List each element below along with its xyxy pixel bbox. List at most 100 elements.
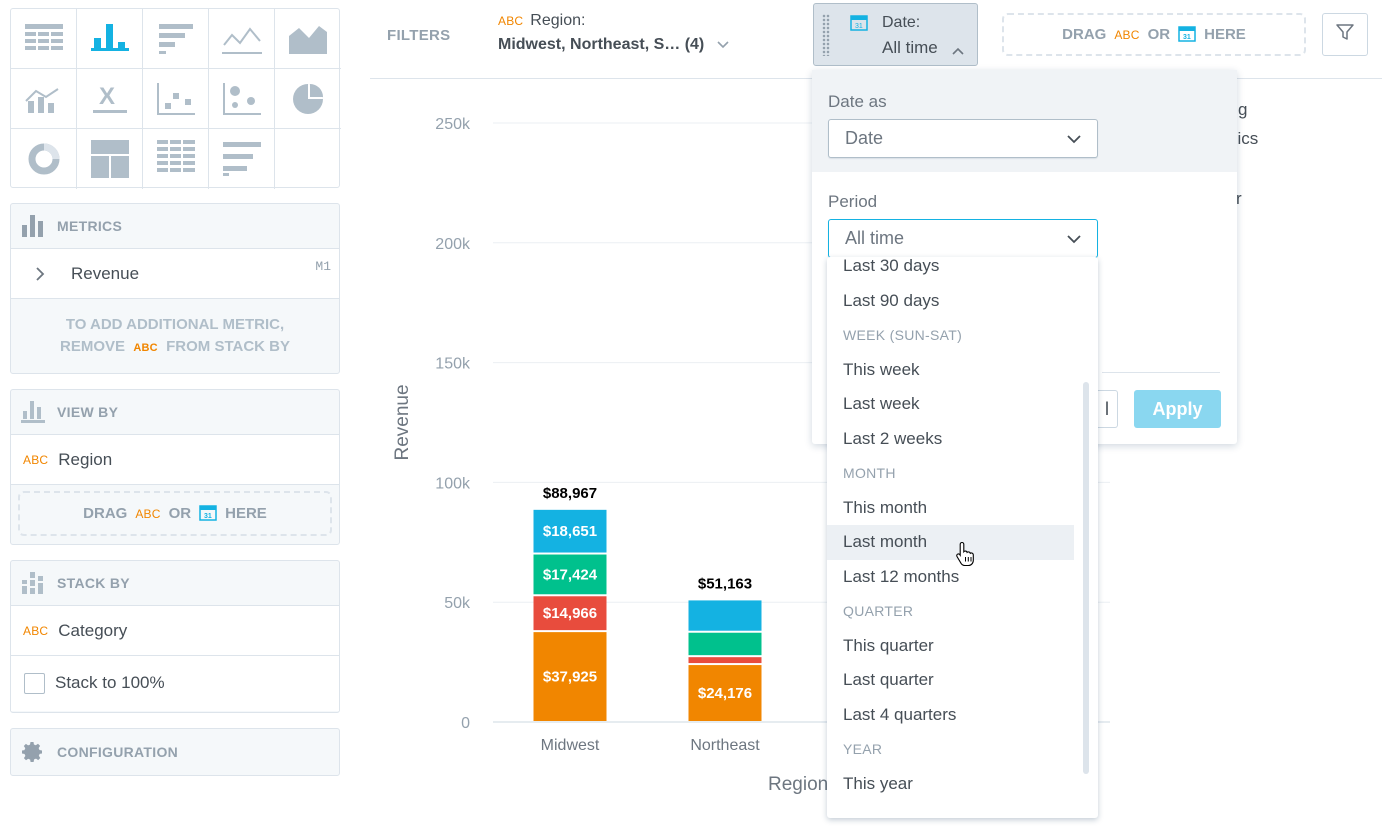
- period-value: All time: [845, 228, 905, 248]
- date-as-select[interactable]: Date: [828, 119, 1098, 158]
- viz-headline-icon[interactable]: X: [77, 69, 143, 129]
- viz-bar-icon[interactable]: [143, 9, 209, 69]
- period-group-header: YEAR: [843, 741, 883, 758]
- y-tick-label: 200k: [435, 236, 471, 253]
- y-tick-label: 150k: [435, 356, 471, 373]
- bar-total-label: $51,163: [698, 575, 752, 592]
- metrics-title: METRICS: [57, 218, 123, 234]
- date-filter-value: All time: [882, 38, 938, 57]
- legend-fragment: g: [1238, 100, 1248, 119]
- period-option[interactable]: This month: [843, 497, 928, 517]
- abc-attribute-icon: ABC: [135, 506, 161, 521]
- period-option[interactable]: Last 4 quarters: [843, 704, 957, 724]
- divider: [1102, 372, 1220, 373]
- period-option[interactable]: Last 2 weeks: [843, 428, 943, 448]
- bar-data-label: $37,925: [543, 669, 597, 686]
- viz-line-icon[interactable]: [209, 9, 275, 69]
- filter-dropzone[interactable]: DRAG ABC OR 31 HERE: [1002, 13, 1306, 56]
- region-filter-button[interactable]: ABC Region: Midwest, Northeast, S… (4): [498, 12, 729, 54]
- abc-attribute-icon: ABC: [498, 14, 524, 28]
- svg-text:X: X: [99, 84, 115, 110]
- period-select[interactable]: All time: [828, 219, 1098, 258]
- configuration-section[interactable]: CONFIGURATION: [10, 728, 340, 776]
- viz-heatmap-icon[interactable]: [143, 129, 209, 189]
- left-panel: X METRICS: [0, 0, 350, 827]
- bar-data-label: $24,176: [698, 685, 752, 702]
- viz-bubble-icon[interactable]: [209, 69, 275, 129]
- viz-combo-icon[interactable]: [11, 69, 77, 129]
- view-by-icon: [21, 400, 45, 424]
- bar-segment[interactable]: [688, 600, 762, 631]
- metric-item-revenue[interactable]: Revenue M1: [11, 248, 339, 299]
- bar-segment[interactable]: [533, 632, 607, 721]
- period-option[interactable]: Last week: [843, 394, 920, 414]
- date-filter-title: Date:: [882, 14, 921, 31]
- drag-handle-icon[interactable]: [822, 14, 830, 56]
- metrics-section: METRICS Revenue M1 TO ADD ADDITIONAL MET…: [10, 203, 340, 374]
- chevron-up-icon: [952, 42, 964, 60]
- viz-area-icon[interactable]: [275, 9, 341, 69]
- chevron-down-icon: [1067, 128, 1081, 149]
- y-tick-label: 100k: [435, 475, 471, 492]
- viz-treemap-icon[interactable]: [77, 129, 143, 189]
- region-filter-value: Midwest, Northeast, S… (4): [498, 36, 705, 54]
- apply-button[interactable]: Apply: [1134, 390, 1221, 428]
- date-filter-button[interactable]: 31 Date: All time: [813, 3, 978, 66]
- stack-by-title: STACK BY: [57, 575, 130, 591]
- period-option[interactable]: Last month: [827, 525, 1074, 560]
- bar-total-label: $88,967: [543, 485, 597, 502]
- region-filter-title: Region:: [530, 12, 586, 29]
- stack-by-section: STACK BY ABC Category Stack to 100%: [10, 560, 340, 713]
- view-by-item-region[interactable]: ABC Region: [11, 434, 339, 485]
- viz-scatter-icon[interactable]: [143, 69, 209, 129]
- viz-column-icon[interactable]: [77, 9, 143, 69]
- view-by-title: VIEW BY: [57, 404, 119, 420]
- bar-segment[interactable]: [533, 596, 607, 631]
- bar-data-label: $18,651: [543, 523, 597, 540]
- chevron-right-icon[interactable]: [35, 266, 55, 281]
- view-by-dropzone[interactable]: DRAG ABC OR 31 HERE: [18, 491, 332, 536]
- scrollbar[interactable]: [1083, 382, 1089, 774]
- y-tick-label: 50k: [444, 595, 471, 612]
- bar-segment[interactable]: [688, 665, 762, 721]
- period-option[interactable]: Last 30 days: [843, 257, 940, 276]
- bar-segment[interactable]: [533, 554, 607, 595]
- calendar-icon: 31: [850, 13, 868, 36]
- period-options-list[interactable]: Last 30 days Last 90 days WEEK (SUN-SAT) Th…: [827, 257, 1098, 818]
- viz-donut-icon[interactable]: [11, 129, 77, 189]
- stack-to-100-label: Stack to 100%: [55, 673, 165, 692]
- bar-data-label: $17,424: [543, 566, 598, 583]
- period-option[interactable]: Last 12 months: [843, 566, 960, 586]
- chevron-down-icon: [717, 36, 729, 54]
- svg-text:31: 31: [1183, 34, 1191, 41]
- stacked-column-chart: 0 50k 100k 150k 200k 250k Revenue Region $37,925…: [392, 116, 1110, 795]
- calendar-icon: 31: [199, 503, 217, 525]
- filter-funnel-button[interactable]: [1322, 13, 1368, 56]
- view-by-section: VIEW BY ABC Region DRAG ABC OR 31 HERE: [10, 389, 340, 545]
- stack-by-label: Category: [58, 620, 128, 640]
- stack-by-icon: [21, 571, 45, 595]
- viz-bullet-icon[interactable]: [209, 129, 275, 189]
- x-tick-label: Midwest: [541, 737, 600, 754]
- configuration-title: CONFIGURATION: [57, 744, 179, 760]
- stack-to-100-row[interactable]: Stack to 100%: [11, 655, 339, 711]
- filters-label: FILTERS: [387, 27, 451, 44]
- bar-segment[interactable]: [533, 509, 607, 553]
- bar-segment[interactable]: [688, 657, 762, 664]
- period-option[interactable]: Last 90 days: [843, 290, 940, 310]
- period-option[interactable]: This quarter: [843, 635, 934, 655]
- stack-by-item-category[interactable]: ABC Category: [11, 605, 339, 656]
- chart-area: 0 50k 100k 150k 200k 250k Revenue Region $37,925…: [370, 80, 1382, 827]
- viz-pie-icon[interactable]: [275, 69, 341, 129]
- stack-to-100-checkbox[interactable]: [24, 672, 45, 694]
- period-group-header: WEEK (SUN-SAT): [843, 327, 963, 344]
- bar-segment[interactable]: [688, 632, 762, 656]
- viz-table-icon[interactable]: [11, 9, 77, 69]
- calendar-icon: 31: [1178, 24, 1196, 46]
- date-as-value: Date: [845, 128, 884, 148]
- period-option[interactable]: This week: [843, 359, 920, 379]
- period-option[interactable]: This year: [843, 773, 913, 793]
- period-option[interactable]: Last quarter: [843, 670, 934, 690]
- x-axis-title: Region: [768, 774, 828, 795]
- period-group-header: QUARTER: [843, 603, 914, 620]
